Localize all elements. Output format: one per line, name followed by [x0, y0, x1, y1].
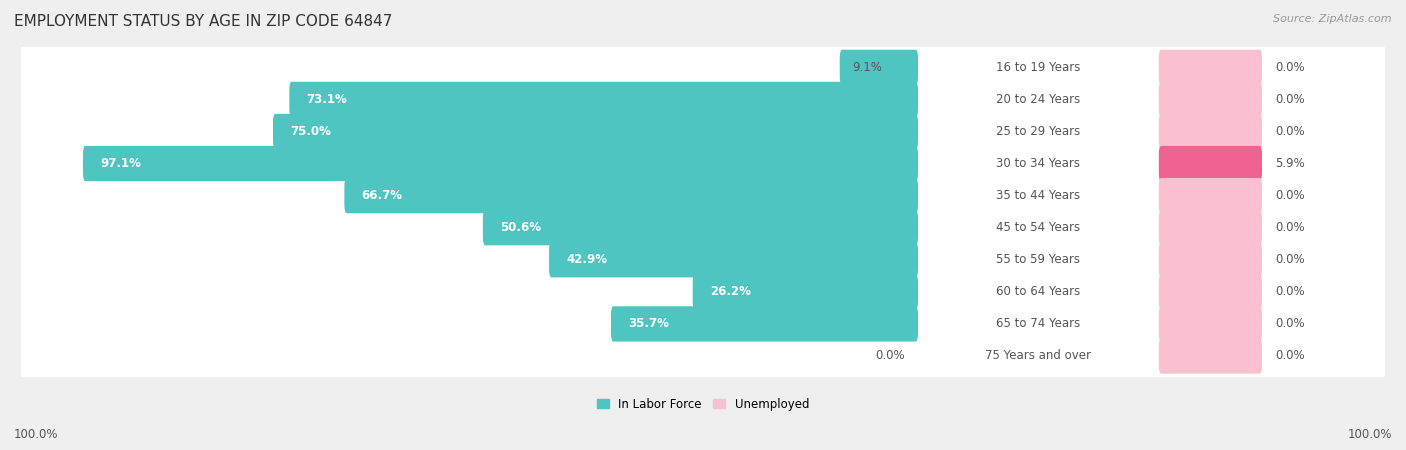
- Text: 0.0%: 0.0%: [876, 350, 905, 363]
- FancyBboxPatch shape: [1159, 178, 1263, 213]
- FancyBboxPatch shape: [21, 107, 1385, 157]
- Text: 0.0%: 0.0%: [1275, 253, 1305, 266]
- Text: 0.0%: 0.0%: [1275, 93, 1305, 106]
- FancyBboxPatch shape: [344, 178, 918, 213]
- FancyBboxPatch shape: [21, 267, 1385, 317]
- FancyBboxPatch shape: [1159, 306, 1263, 342]
- FancyBboxPatch shape: [273, 114, 918, 149]
- Text: 42.9%: 42.9%: [567, 253, 607, 266]
- FancyBboxPatch shape: [839, 50, 918, 85]
- Text: 16 to 19 Years: 16 to 19 Years: [997, 61, 1081, 74]
- FancyBboxPatch shape: [21, 171, 1385, 220]
- Text: 55 to 59 Years: 55 to 59 Years: [997, 253, 1080, 266]
- Text: 0.0%: 0.0%: [1275, 61, 1305, 74]
- Text: 30 to 34 Years: 30 to 34 Years: [997, 157, 1080, 170]
- Text: 9.1%: 9.1%: [852, 61, 883, 74]
- FancyBboxPatch shape: [21, 202, 1385, 253]
- Text: 75 Years and over: 75 Years and over: [986, 350, 1091, 363]
- Text: 100.0%: 100.0%: [1347, 428, 1392, 441]
- Text: 0.0%: 0.0%: [1275, 317, 1305, 330]
- Text: 65 to 74 Years: 65 to 74 Years: [997, 317, 1081, 330]
- FancyBboxPatch shape: [1159, 114, 1263, 149]
- FancyBboxPatch shape: [290, 82, 918, 117]
- Text: 0.0%: 0.0%: [1275, 350, 1305, 363]
- Text: Source: ZipAtlas.com: Source: ZipAtlas.com: [1274, 14, 1392, 23]
- Text: 0.0%: 0.0%: [1275, 189, 1305, 202]
- Text: 35 to 44 Years: 35 to 44 Years: [997, 189, 1080, 202]
- Text: EMPLOYMENT STATUS BY AGE IN ZIP CODE 64847: EMPLOYMENT STATUS BY AGE IN ZIP CODE 648…: [14, 14, 392, 28]
- Text: 100.0%: 100.0%: [14, 428, 59, 441]
- FancyBboxPatch shape: [21, 331, 1385, 381]
- Text: 5.9%: 5.9%: [1275, 157, 1305, 170]
- FancyBboxPatch shape: [83, 146, 918, 181]
- FancyBboxPatch shape: [21, 74, 1385, 125]
- Text: 60 to 64 Years: 60 to 64 Years: [997, 285, 1081, 298]
- Text: 25 to 29 Years: 25 to 29 Years: [997, 125, 1081, 138]
- Text: 0.0%: 0.0%: [1275, 285, 1305, 298]
- FancyBboxPatch shape: [1159, 338, 1263, 373]
- FancyBboxPatch shape: [1159, 210, 1263, 245]
- FancyBboxPatch shape: [1159, 82, 1263, 117]
- Text: 26.2%: 26.2%: [710, 285, 751, 298]
- FancyBboxPatch shape: [693, 274, 918, 310]
- FancyBboxPatch shape: [612, 306, 918, 342]
- Text: 20 to 24 Years: 20 to 24 Years: [997, 93, 1081, 106]
- Text: 35.7%: 35.7%: [628, 317, 669, 330]
- Text: 0.0%: 0.0%: [1275, 125, 1305, 138]
- FancyBboxPatch shape: [1159, 146, 1263, 181]
- Text: 73.1%: 73.1%: [307, 93, 347, 106]
- FancyBboxPatch shape: [1159, 50, 1263, 85]
- FancyBboxPatch shape: [21, 139, 1385, 189]
- FancyBboxPatch shape: [1159, 274, 1263, 310]
- FancyBboxPatch shape: [550, 242, 918, 277]
- Text: 66.7%: 66.7%: [361, 189, 402, 202]
- FancyBboxPatch shape: [482, 210, 918, 245]
- FancyBboxPatch shape: [21, 42, 1385, 92]
- Text: 50.6%: 50.6%: [501, 221, 541, 234]
- Legend: In Labor Force, Unemployed: In Labor Force, Unemployed: [598, 397, 808, 410]
- FancyBboxPatch shape: [21, 299, 1385, 349]
- FancyBboxPatch shape: [1159, 242, 1263, 277]
- Text: 75.0%: 75.0%: [290, 125, 330, 138]
- Text: 45 to 54 Years: 45 to 54 Years: [997, 221, 1080, 234]
- Text: 97.1%: 97.1%: [100, 157, 141, 170]
- Text: 0.0%: 0.0%: [1275, 221, 1305, 234]
- FancyBboxPatch shape: [21, 235, 1385, 285]
